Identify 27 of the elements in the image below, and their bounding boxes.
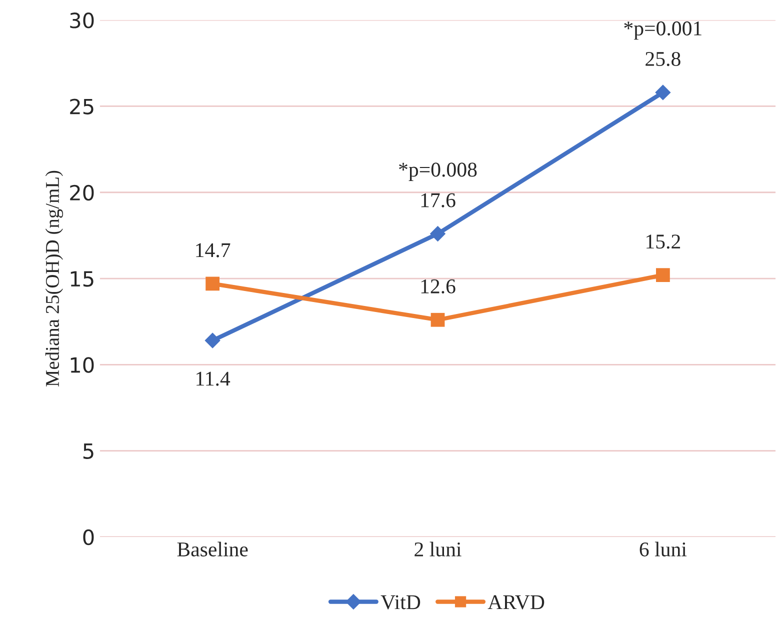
point bbox=[655, 84, 671, 100]
data-label: 15.2 bbox=[646, 234, 680, 249]
y-tick-label: 10 bbox=[70, 357, 94, 373]
data-label: 17.6 bbox=[421, 193, 456, 208]
x-tick-label: 6 luni bbox=[640, 542, 687, 556]
y-tick-label: 30 bbox=[70, 12, 94, 28]
y-tick-label: 25 bbox=[70, 98, 94, 114]
y-tick-label: 0 bbox=[83, 529, 94, 546]
data-label: 11.4 bbox=[196, 372, 230, 386]
y-axis-title: Mediana 25(OH)D (ng/mL) bbox=[45, 170, 64, 386]
y-tick-label: 5 bbox=[83, 444, 94, 460]
legend-label: ARVD bbox=[488, 595, 544, 610]
data-label: 25.8 bbox=[646, 52, 680, 66]
point bbox=[430, 226, 446, 242]
y-tick-label: 15 bbox=[70, 271, 94, 287]
y-tick-label: 20 bbox=[70, 184, 94, 201]
point bbox=[206, 276, 220, 291]
annotation: *p=0.001 bbox=[624, 21, 702, 40]
legend-label: VitD bbox=[380, 595, 420, 610]
x-tick-label: Baseline bbox=[177, 542, 248, 556]
data-label: 14.7 bbox=[196, 243, 230, 258]
data-label: 12.6 bbox=[421, 279, 456, 294]
annotation: *p=0.008 bbox=[399, 162, 477, 181]
point bbox=[430, 312, 445, 327]
point bbox=[204, 332, 220, 348]
point bbox=[656, 268, 670, 282]
x-tick-label: 2 luni bbox=[414, 542, 462, 556]
